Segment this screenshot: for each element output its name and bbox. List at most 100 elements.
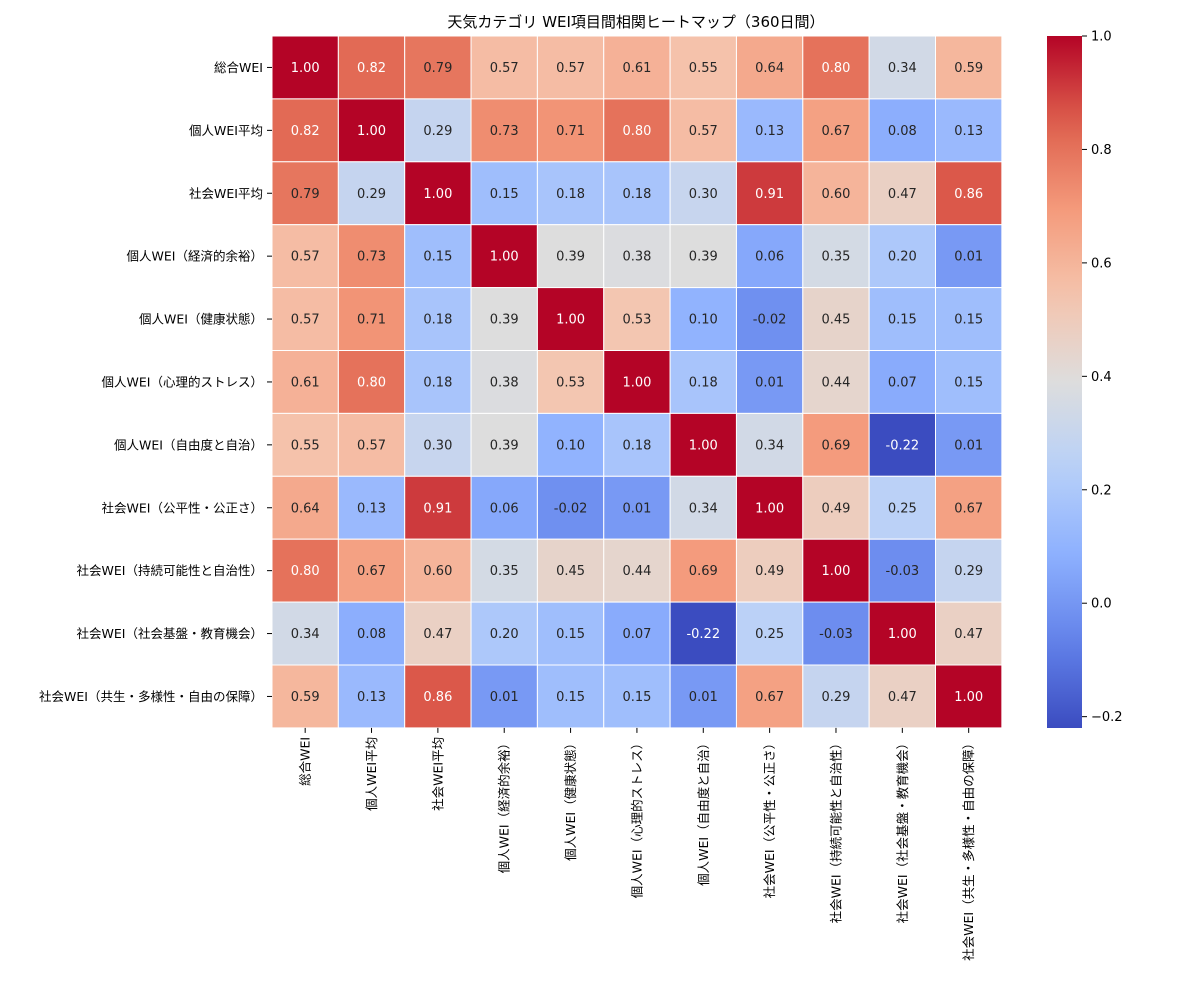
- cell-value-label: -0.02: [554, 501, 588, 516]
- heatmap-cell-6-9: [868, 412, 937, 477]
- y-tick-label: 個人WEI（心理的ストレス）: [102, 374, 263, 389]
- heatmap-cell-3-8: [802, 224, 870, 289]
- x-tick-labels: 総合WEI 個人WEI平均 社会WEI平均 個人WEI（経済的余裕） 個人WEI（健康状…: [298, 727, 976, 961]
- cell-value-label: 0.38: [490, 375, 519, 390]
- cell-value-label: 0.80: [291, 564, 320, 579]
- heatmap-cell-9-5: [603, 601, 671, 666]
- cell-value-label: 0.82: [291, 124, 320, 139]
- colorbar-tick-label: 1.0: [1091, 30, 1112, 45]
- heatmap-cell-1-8: [802, 98, 870, 163]
- cell-value-label: 0.91: [755, 187, 784, 202]
- chart-title: 天気カテゴリ WEI項目間相関ヒートマップ（360日間）: [447, 13, 824, 31]
- cell-value-label: 0.53: [622, 313, 651, 328]
- cell-value-label: 0.60: [423, 564, 452, 579]
- heatmap-cell-9-0: [271, 601, 339, 666]
- cell-value-label: 1.00: [556, 313, 585, 328]
- cell-value-label: 0.57: [689, 124, 718, 139]
- heatmap-cell-10-9: [868, 664, 937, 729]
- cell-value-label: 0.15: [888, 313, 917, 328]
- heatmap-cell-0-9: [868, 35, 937, 100]
- cell-value-label: 0.71: [556, 124, 585, 139]
- heatmap-cell-7-1: [337, 475, 406, 540]
- heatmap-cell-8-2: [404, 538, 472, 603]
- cell-value-label: 0.18: [622, 187, 651, 202]
- y-tick-label: 個人WEI（経済的余裕）: [127, 249, 263, 264]
- heatmap-cell-7-5: [603, 475, 671, 540]
- cell-value-label: 0.44: [821, 375, 850, 390]
- heatmap-cell-10-2: [404, 664, 472, 729]
- y-tick-label: 社会WEI（共生・多様性・自由の保障）: [39, 689, 263, 704]
- heatmap-cell-10-8: [802, 664, 870, 729]
- heatmap-cell-6-6: [669, 412, 737, 477]
- x-tick-label: 個人WEI（経済的余裕）: [497, 737, 512, 873]
- heatmap-cell-10-7: [735, 664, 804, 729]
- y-tick-label: 総合WEI: [214, 60, 263, 75]
- cell-value-label: 0.34: [755, 438, 784, 453]
- cell-value-label: 0.15: [490, 187, 519, 202]
- cell-value-label: 0.34: [888, 61, 917, 76]
- heatmap-cell-10-4: [536, 664, 605, 729]
- heatmap-cell-10-1: [337, 664, 406, 729]
- cell-value-label: 0.47: [954, 627, 983, 642]
- cell-value-label: 0.82: [357, 61, 386, 76]
- heatmap-cell-0-3: [470, 35, 538, 100]
- colorbar: 1.0 0.8 0.6 0.4 0.2 0.0 −0.2: [1047, 30, 1123, 728]
- colorbar-tick-label: −0.2: [1091, 710, 1123, 725]
- heatmap-cell-8-10: [935, 538, 1003, 603]
- heatmap-cell-2-2: [404, 161, 472, 226]
- cell-value-label: 0.18: [556, 187, 585, 202]
- cell-value-label: -0.22: [686, 627, 720, 642]
- heatmap-cell-7-10: [935, 475, 1003, 540]
- cell-value-label: 0.67: [755, 690, 784, 705]
- heatmap-cell-1-5: [603, 98, 671, 163]
- cell-value-label: 0.15: [954, 313, 983, 328]
- heatmap-cell-1-4: [536, 98, 605, 163]
- heatmap-cell-4-5: [603, 287, 671, 352]
- heatmap-cells: 1.00 0.82 0.79 0.57 0.57 0.61 0.55 0.64 0.80 0.34…: [271, 35, 1003, 729]
- x-tick-label: 個人WEI（心理的ストレス）: [629, 737, 644, 898]
- cell-value-label: 0.39: [689, 250, 718, 265]
- y-tick-label: 社会WEI（公平性・公正さ）: [102, 500, 263, 515]
- cell-value-label: 0.67: [821, 124, 850, 139]
- heatmap-cell-5-8: [802, 350, 870, 414]
- x-tick-label: 社会WEI（公平性・公正さ）: [762, 737, 777, 898]
- cell-value-label: 0.01: [622, 501, 651, 516]
- cell-value-label: 0.01: [689, 690, 718, 705]
- cell-value-label: 0.07: [888, 375, 917, 390]
- heatmap-cell-4-3: [470, 287, 538, 352]
- heatmap-cell-1-6: [669, 98, 737, 163]
- cell-value-label: 0.08: [357, 627, 386, 642]
- cell-value-label: 0.49: [755, 564, 784, 579]
- cell-value-label: 0.18: [622, 438, 651, 453]
- heatmap-cell-10-10: [935, 664, 1003, 729]
- heatmap-cell-4-8: [802, 287, 870, 352]
- cell-value-label: 0.53: [556, 375, 585, 390]
- cell-value-label: 0.29: [423, 124, 452, 139]
- x-tick-label: 個人WEI（健康状態）: [563, 737, 578, 861]
- cell-value-label: 0.25: [755, 627, 784, 642]
- cell-value-label: 0.18: [423, 313, 452, 328]
- cell-value-label: 0.59: [291, 690, 320, 705]
- cell-value-label: 0.67: [954, 501, 983, 516]
- heatmap-cell-4-0: [271, 287, 339, 352]
- cell-value-label: 1.00: [888, 627, 917, 642]
- cell-value-label: 0.20: [490, 627, 519, 642]
- cell-value-label: 0.18: [423, 375, 452, 390]
- heatmap-cell-6-1: [337, 412, 406, 477]
- x-tick-label: 個人WEI（自由度と自治）: [696, 737, 711, 886]
- cell-value-label: -0.02: [753, 313, 787, 328]
- colorbar-tick-label: 0.6: [1091, 256, 1112, 271]
- cell-value-label: 0.10: [689, 313, 718, 328]
- cell-value-label: 0.57: [357, 438, 386, 453]
- cell-value-label: 0.25: [888, 501, 917, 516]
- colorbar-tick-label: 0.4: [1091, 370, 1112, 385]
- cell-value-label: 0.69: [821, 438, 850, 453]
- heatmap-cell-8-8: [802, 538, 870, 603]
- x-tick-label: 個人WEI平均: [364, 737, 379, 811]
- cell-value-label: 0.30: [423, 438, 452, 453]
- cell-value-label: 0.57: [291, 250, 320, 265]
- heatmap-cell-3-4: [536, 224, 605, 289]
- heatmap-cell-9-8: [802, 601, 870, 666]
- colorbar-gradient: [1047, 36, 1082, 728]
